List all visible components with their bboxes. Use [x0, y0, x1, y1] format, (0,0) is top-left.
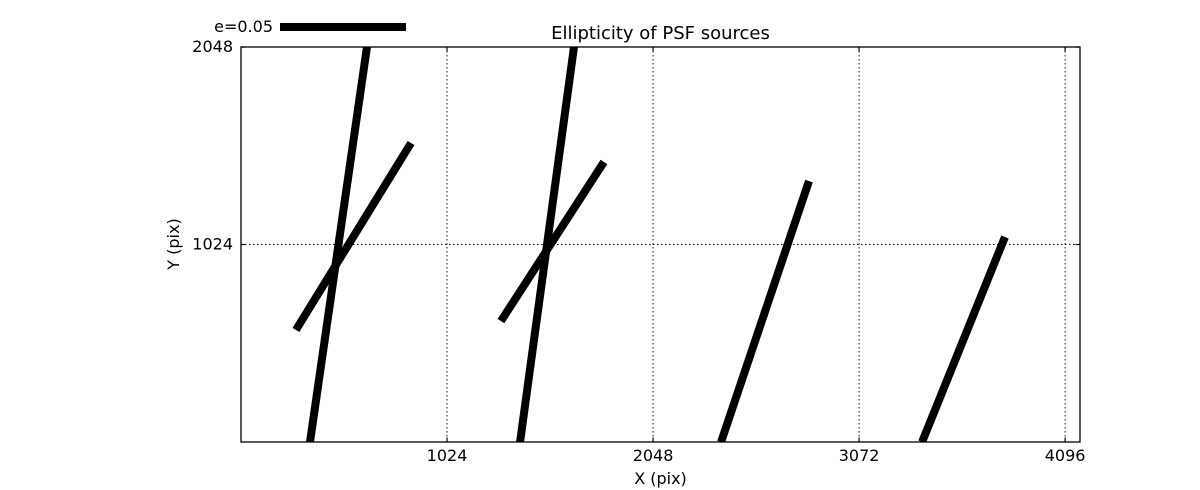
psf-sticks — [292, 47, 1009, 442]
x-axis-label: X (pix) — [634, 469, 687, 488]
legend-line-sample — [280, 23, 406, 31]
y-tick-label: 2048 — [192, 37, 233, 56]
y-tick-label: 1024 — [192, 235, 233, 254]
legend-label: e=0.05 — [214, 17, 273, 36]
psf-ellipticity-stick — [717, 179, 813, 442]
x-tick-label: 3072 — [839, 446, 880, 465]
psf-ellipticity-stick — [306, 47, 371, 442]
psf-ellipticity-stick — [918, 235, 1009, 442]
chart-title: Ellipticity of PSF sources — [551, 23, 770, 44]
psf-ellipticity-stick — [497, 159, 608, 324]
x-tick-label: 1024 — [427, 446, 468, 465]
psf-ellipticity-stick — [292, 140, 415, 333]
x-tick-label: 2048 — [633, 446, 674, 465]
x-tick-label: 4096 — [1045, 446, 1086, 465]
